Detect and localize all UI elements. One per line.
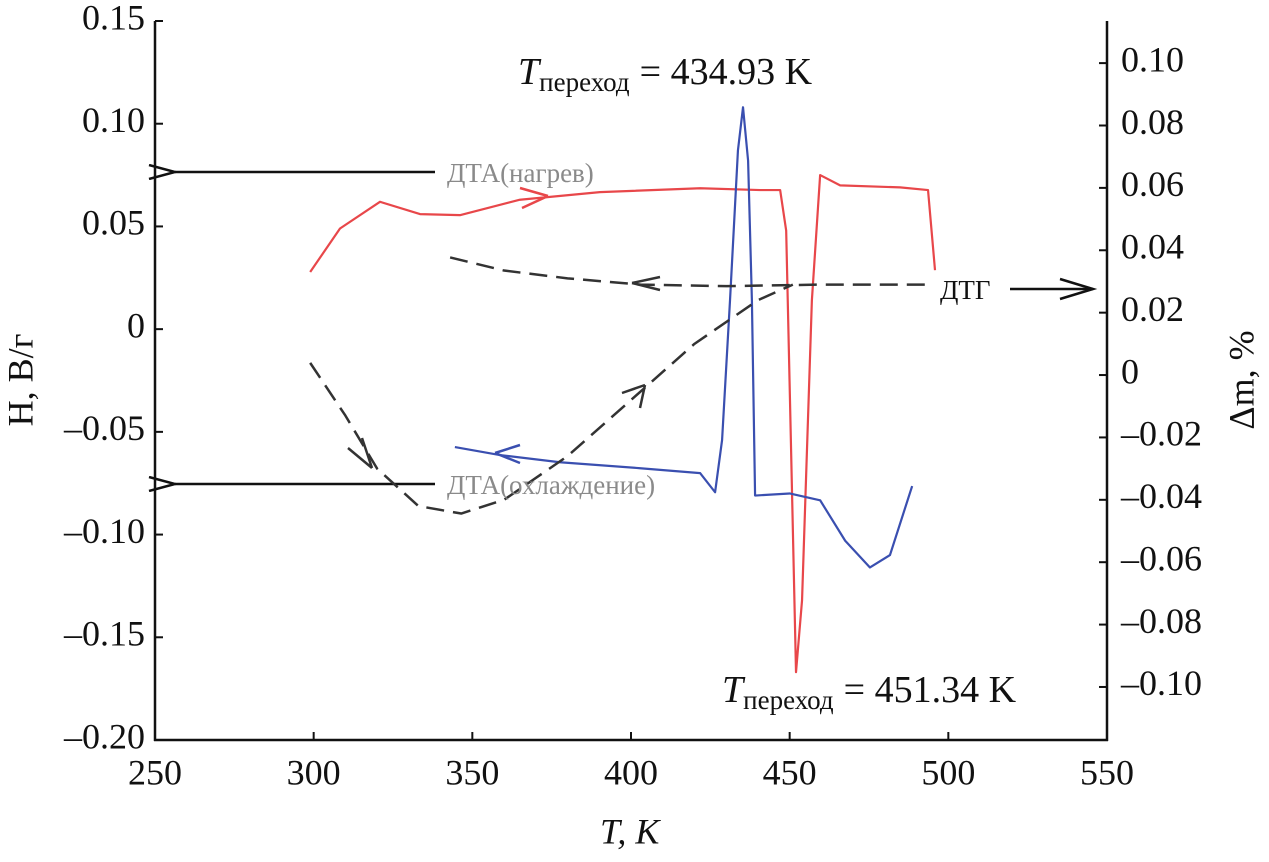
y2-tick-label: –0.06	[1120, 538, 1202, 578]
x-tick-label: 300	[287, 752, 341, 792]
y2-tick-label: 0.10	[1121, 39, 1184, 79]
y-tick-label: –0.20	[63, 716, 145, 756]
annotation-subscript: переход	[743, 685, 834, 715]
dashed-line	[449, 256, 933, 288]
annotation: Tпереход = 434.93 K	[518, 51, 813, 97]
y2-tick-label: 0.08	[1121, 102, 1184, 142]
y2-axis-label: Δm, %	[1221, 330, 1261, 429]
annotation-text: = 434.93 K	[640, 51, 813, 93]
decor-arrows	[175, 172, 1098, 484]
y2-tick-label: –0.02	[1120, 414, 1202, 454]
y-tick-label: –0.05	[63, 408, 145, 448]
line	[309, 173, 937, 674]
y-tick-label: 0.10	[82, 100, 145, 140]
y2-tick-label: –0.08	[1120, 601, 1202, 641]
annotation-subscript: переход	[539, 67, 630, 97]
x-tick-label: 400	[604, 752, 658, 792]
dashed-line	[309, 283, 794, 515]
y-axis-label: H, В/г	[0, 334, 40, 427]
y-tick-label: 0.15	[82, 0, 145, 37]
y-tick-label: –0.10	[63, 511, 145, 551]
y2-tick-label: 0.06	[1121, 164, 1184, 204]
line	[454, 106, 914, 569]
y2-tick-label: 0.02	[1121, 289, 1184, 329]
x-axis-label: T, K	[600, 811, 661, 851]
series-label: ДТА(нагрев)	[447, 158, 594, 188]
y2-tick-label: 0	[1121, 351, 1139, 391]
x-tick-label: 500	[921, 752, 975, 792]
annotation-symbol: T	[722, 669, 746, 711]
annotation: Tпереход = 451.34 K	[722, 669, 1017, 715]
series-label: ДТГ	[940, 275, 991, 305]
annotation-text: = 451.34 K	[844, 669, 1017, 711]
y2-tick-label: 0.04	[1121, 227, 1184, 267]
series-label: ДТА(охлаждение)	[447, 470, 655, 500]
y-tick-label: 0.05	[82, 203, 145, 243]
x-tick-label: 550	[1080, 752, 1134, 792]
annotation-symbol: T	[518, 51, 542, 93]
y2-tick-label: –0.10	[1120, 663, 1202, 703]
y-tick-label: 0	[127, 305, 145, 345]
y2-tick-label: –0.04	[1120, 476, 1202, 516]
x-tick-label: 350	[445, 752, 499, 792]
axes	[153, 21, 1109, 742]
y-tick-label: –0.15	[63, 614, 145, 654]
x-tick-label: 450	[763, 752, 817, 792]
x-tick-label: 250	[128, 752, 182, 792]
